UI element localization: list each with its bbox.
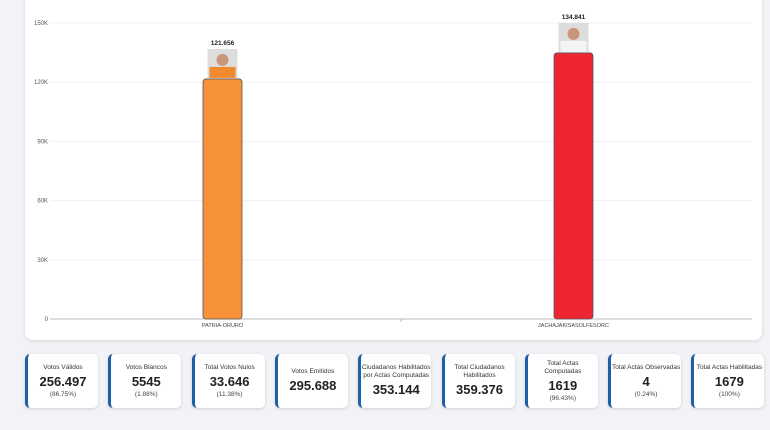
stat-card: Votos Válidos 256.497 (86.75%) — [25, 354, 98, 408]
x-tick-label: JACHAJAKISASOLFESORC — [538, 323, 609, 329]
stat-percent: (1.88%) — [134, 391, 158, 398]
stat-card: Total Actas Computadas 1619 (96.43%) — [524, 354, 598, 408]
chart-card — [25, 0, 762, 340]
stat-percent: (100%) — [718, 391, 740, 398]
stat-label: Total Actas Computadas — [544, 360, 582, 375]
stat-label: Votos Válidos — [43, 364, 83, 371]
stat-card: Total Votos Nulos 33.646 (11.38%) — [191, 354, 265, 408]
stat-value: 5545 — [131, 374, 161, 389]
bar — [553, 52, 594, 320]
stat-label: Total Actas Observadas — [611, 364, 681, 371]
stat-label: Total Actas Habilitadas — [696, 364, 763, 371]
stat-label: Votos Emitidos — [291, 367, 335, 375]
stat-label: Total Votos Nulos — [204, 364, 255, 371]
stat-percent: (11.38%) — [216, 391, 243, 398]
photo-face — [567, 27, 580, 40]
candidate-photo — [558, 22, 589, 52]
y-tick-label: 150K — [34, 21, 48, 27]
photo-face — [216, 53, 229, 66]
stat-value: 353.144 — [372, 381, 420, 397]
y-tick-label: 120K — [34, 80, 48, 86]
x-tick-label: PATRIA-ORURO — [202, 323, 244, 329]
stat-label: Total Ciudadanos Habilitados — [454, 363, 505, 379]
stat-label: Votos Blancos — [125, 364, 167, 371]
stat-value: 1619 — [548, 378, 578, 393]
candidate-photo — [207, 48, 238, 78]
stat-percent: (86.75%) — [49, 391, 77, 398]
data-label: 134.841 — [562, 14, 586, 21]
stat-percent: (0.24%) — [634, 391, 658, 398]
stat-value: 4 — [642, 374, 650, 389]
photo-body — [560, 40, 587, 52]
stat-percent: (96.43%) — [549, 395, 576, 402]
bar — [202, 78, 243, 320]
y-tick-label: 90K — [37, 139, 48, 145]
stat-value: 295.688 — [289, 377, 337, 393]
y-tick-label: 60K — [37, 199, 48, 205]
stat-value: 33.646 — [209, 374, 250, 389]
photo-body — [209, 66, 236, 78]
stat-card: Total Actas Habilitadas 1679 (100%) — [691, 354, 765, 408]
bar-chart: 0 30K 60K 90K 120K 150K 121.656 PATRIA-ORURO 134… — [34, 14, 752, 329]
stat-label: Ciudadanos Habilitados por Actas Computa… — [361, 363, 431, 379]
stat-card: Total Ciudadanos Habilitados 359.376 — [441, 354, 515, 408]
stat-card: Ciudadanos Habilitados por Actas Computa… — [358, 354, 432, 408]
y-tick-label: 0 — [45, 317, 49, 323]
data-label: 121.656 — [211, 40, 235, 47]
stat-value: 256.497 — [39, 374, 87, 389]
stat-card: Votos Blancos 5545 (1.88%) — [108, 354, 182, 408]
stat-value: 1679 — [714, 374, 744, 389]
stat-card: Total Actas Observadas 4 (0.24%) — [608, 354, 682, 408]
stat-value: 359.376 — [456, 381, 503, 397]
y-tick-label: 30K — [37, 258, 48, 264]
stat-card: Votos Emitidos 295.688 — [274, 354, 348, 408]
